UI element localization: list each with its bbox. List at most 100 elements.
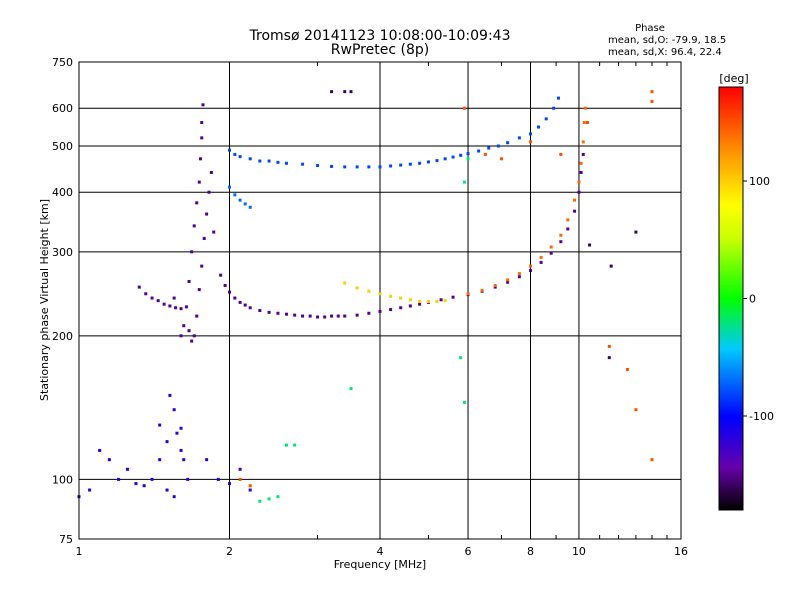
data-point xyxy=(500,157,504,161)
data-point xyxy=(200,136,204,140)
data-point xyxy=(330,90,334,94)
data-point xyxy=(343,90,347,94)
data-point xyxy=(625,367,629,371)
data-point xyxy=(549,251,553,255)
data-point xyxy=(190,339,194,343)
data-point xyxy=(219,273,223,277)
data-point xyxy=(581,152,585,156)
data-point xyxy=(418,302,422,306)
colorbar-tick-label: -100 xyxy=(749,410,774,423)
data-point xyxy=(579,161,583,165)
x-axis-label: Frequency [MHz] xyxy=(334,558,426,571)
data-point xyxy=(200,264,204,268)
plot-frame xyxy=(78,61,682,540)
data-point xyxy=(585,121,589,125)
colorbar xyxy=(718,86,744,511)
data-point xyxy=(529,132,532,136)
data-point xyxy=(330,164,334,168)
data-point xyxy=(539,260,543,264)
data-point xyxy=(316,315,320,319)
data-point xyxy=(293,313,297,317)
data-point xyxy=(258,499,262,503)
data-point xyxy=(179,334,183,338)
data-point xyxy=(301,314,305,318)
data-point xyxy=(408,304,412,308)
data-point xyxy=(607,356,611,360)
data-point xyxy=(117,477,121,481)
data-point xyxy=(308,314,312,318)
data-point xyxy=(466,152,470,156)
data-point xyxy=(439,298,443,302)
phase-heading: Phase xyxy=(635,23,665,34)
data-point xyxy=(276,495,280,499)
data-point xyxy=(238,300,242,304)
data-point xyxy=(172,296,176,300)
data-point xyxy=(330,314,334,318)
data-point xyxy=(389,294,393,298)
data-point xyxy=(195,201,199,205)
data-point xyxy=(536,125,540,129)
data-point xyxy=(367,165,371,169)
data-point xyxy=(459,153,463,157)
data-point xyxy=(228,185,231,189)
data-point xyxy=(582,121,586,125)
data-point xyxy=(336,314,340,318)
data-point xyxy=(192,334,196,338)
y-tick-label: 300 xyxy=(52,246,73,259)
data-point xyxy=(378,292,382,296)
data-point xyxy=(506,278,510,282)
data-point xyxy=(549,245,553,249)
data-point xyxy=(426,160,430,164)
data-point xyxy=(316,164,320,168)
x-tick-label: 8 xyxy=(527,545,534,558)
x-tick-label: 1 xyxy=(76,545,83,558)
data-point xyxy=(267,159,271,163)
data-point xyxy=(238,198,242,202)
data-point xyxy=(186,477,190,481)
data-point xyxy=(284,312,288,316)
data-point xyxy=(583,106,587,110)
data-point xyxy=(267,310,271,314)
data-point xyxy=(168,393,172,397)
data-point xyxy=(539,255,543,259)
data-point xyxy=(378,165,382,169)
data-point xyxy=(165,440,169,444)
data-point xyxy=(142,484,146,488)
data-point xyxy=(566,227,570,231)
colorbar-tick-label: 100 xyxy=(749,175,770,188)
data-point xyxy=(343,165,347,169)
data-point xyxy=(179,426,183,430)
y-tick-label: 100 xyxy=(52,473,73,486)
data-point xyxy=(233,152,237,156)
y-tick-label: 200 xyxy=(52,330,73,343)
data-point xyxy=(426,300,430,304)
data-point xyxy=(378,309,382,313)
data-point xyxy=(125,467,129,471)
data-point xyxy=(483,152,487,156)
data-point xyxy=(349,387,353,391)
y-tick-label: 75 xyxy=(59,533,73,546)
data-point xyxy=(487,146,491,150)
data-point xyxy=(477,149,481,153)
data-point xyxy=(276,160,280,164)
data-point xyxy=(556,96,560,100)
data-point xyxy=(228,290,231,294)
data-point xyxy=(577,190,581,194)
data-point xyxy=(238,155,242,159)
data-point xyxy=(529,269,532,273)
data-point xyxy=(517,275,521,279)
data-points xyxy=(77,90,654,503)
colorbar-label: [deg] xyxy=(719,72,748,85)
x-tick-label: 4 xyxy=(377,545,384,558)
data-point xyxy=(216,477,220,481)
data-point xyxy=(187,329,191,333)
y-tick-label: 400 xyxy=(52,186,73,199)
data-point xyxy=(559,233,563,237)
data-point xyxy=(150,296,154,300)
data-point xyxy=(156,299,160,303)
data-point xyxy=(174,306,178,310)
data-point xyxy=(355,165,359,169)
data-point xyxy=(399,163,403,167)
data-point xyxy=(435,159,439,163)
data-point xyxy=(399,306,403,310)
